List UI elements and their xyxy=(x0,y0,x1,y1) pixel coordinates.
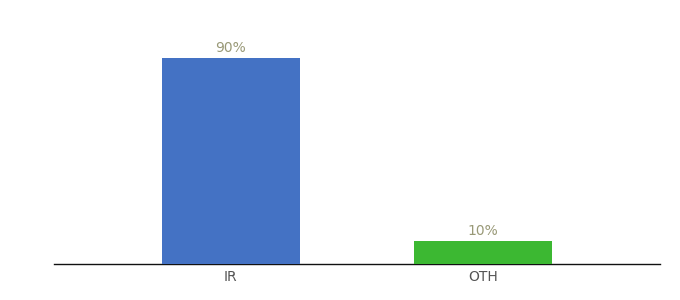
Text: 10%: 10% xyxy=(468,224,498,238)
Bar xyxy=(413,241,552,264)
Text: 90%: 90% xyxy=(216,41,246,55)
Bar xyxy=(162,58,301,264)
